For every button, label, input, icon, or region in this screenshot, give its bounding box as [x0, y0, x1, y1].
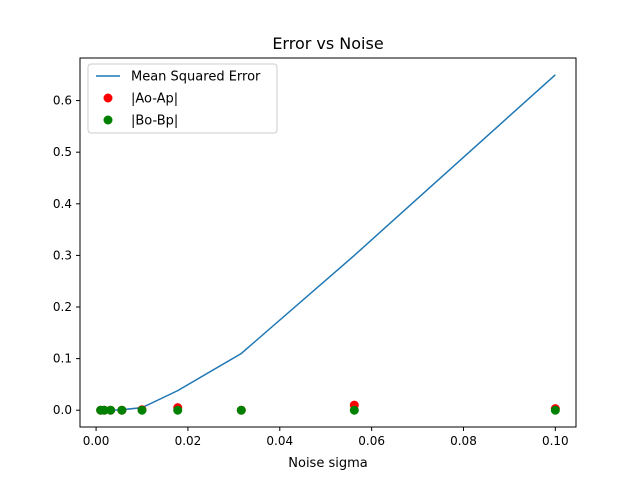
- legend-box: [87, 63, 278, 134]
- legend-label: |Bo-Bp|: [131, 114, 178, 129]
- data-point-bo-bp: [117, 405, 127, 415]
- x-tick-label: 0.06: [358, 434, 385, 448]
- data-point-bo-bp: [349, 405, 359, 415]
- x-axis-label: Noise sigma: [288, 456, 367, 471]
- x-tick-label: 0.04: [266, 434, 293, 448]
- x-tick-label: 0.02: [175, 434, 202, 448]
- y-tick-label: 0.2: [53, 300, 72, 314]
- data-point-bo-bp: [106, 405, 116, 415]
- y-tick-label: 0.0: [53, 403, 72, 417]
- data-point-bo-bp: [99, 405, 109, 415]
- chart-title: Error vs Noise: [272, 34, 383, 53]
- y-tick-label: 0.6: [53, 94, 72, 108]
- data-point-bo-bp: [550, 405, 560, 415]
- y-tick-label: 0.1: [53, 352, 72, 366]
- x-tick-label: 0.10: [542, 434, 569, 448]
- legend-swatch-marker: [103, 115, 113, 125]
- legend: Mean Squared Error |Ao-Ap| |Bo-Bp|: [87, 63, 278, 134]
- legend-label: Mean Squared Error: [131, 70, 261, 85]
- legend-swatch-marker: [103, 93, 113, 103]
- data-point-bo-bp: [137, 405, 147, 415]
- x-tick-label: 0.08: [450, 434, 477, 448]
- y-tick-label: 0.3: [53, 248, 72, 262]
- data-point-bo-bp: [173, 405, 183, 415]
- x-tick-label: 0.00: [83, 434, 110, 448]
- y-tick-label: 0.4: [53, 197, 72, 211]
- axes-frame: [79, 57, 577, 428]
- legend-label: |Ao-Ap|: [131, 92, 178, 107]
- plot-area: 0.00 0.02 0.04 0.06 0.08 0.10 0.0 0.1 0.2 0.3 0.4 0…: [53, 74, 569, 448]
- data-point-bo-bp: [236, 405, 246, 415]
- y-tick-label: 0.5: [53, 145, 72, 159]
